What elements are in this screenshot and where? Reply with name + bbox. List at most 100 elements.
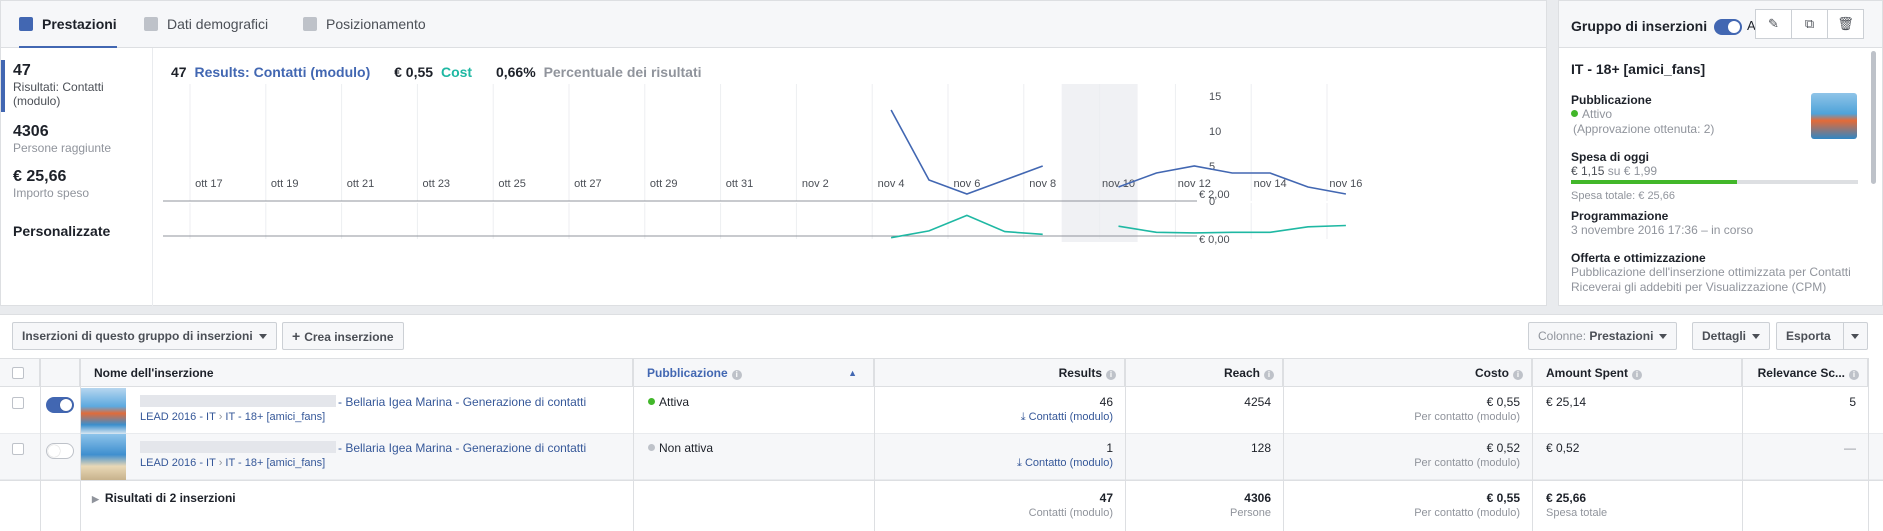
- totals-cost: € 0,55 Per contatto (modulo): [1283, 491, 1532, 519]
- adset-link[interactable]: IT - 18+ [amici_fans]: [225, 411, 326, 423]
- spend-progress-bar: [1571, 180, 1858, 184]
- header-relevance[interactable]: Relevance Sc... i: [1742, 358, 1868, 387]
- header-results[interactable]: Results i: [874, 358, 1125, 387]
- ad-toggle[interactable]: [46, 397, 74, 413]
- header-reach[interactable]: Reach i: [1125, 358, 1283, 387]
- totals-row: ▶ Risultati di 2 inserzioni 47 Contatti (m…: [0, 480, 1883, 531]
- reach-cell: 4254: [1244, 395, 1271, 409]
- column-divider: [1125, 358, 1126, 531]
- header-select-all[interactable]: [0, 358, 40, 387]
- row-checkbox[interactable]: [12, 397, 24, 409]
- metric-custom[interactable]: Personalizzate: [13, 223, 110, 239]
- ads-filter-dropdown[interactable]: Inserzioni di questo gruppo di inserzion…: [12, 322, 277, 350]
- totals-amount: € 25,66 Spesa totale: [1532, 491, 1619, 519]
- x-tick-label: nov 12: [1178, 178, 1211, 190]
- campaign-link[interactable]: LEAD 2016 - IT: [140, 411, 216, 423]
- tab-demographics[interactable]: Dati demografici: [144, 1, 268, 48]
- x-tick-label: ott 21: [347, 178, 375, 190]
- tab-bar: Prestazioni Dati demografici Posizioname…: [1, 1, 1546, 48]
- results-cell: 1 ⤓ Contatto (modulo): [874, 441, 1125, 470]
- totals-results-value: 47: [1099, 491, 1113, 505]
- header-publication[interactable]: Pubblicazione i ▲: [633, 358, 874, 387]
- metric-reach[interactable]: 4306 Persone raggiunte: [13, 123, 111, 155]
- status-cell: Attiva: [636, 395, 701, 409]
- adset-link[interactable]: IT - 18+ [amici_fans]: [225, 457, 326, 469]
- info-icon[interactable]: i: [1849, 370, 1859, 380]
- totals-label[interactable]: ▶ Risultati di 2 inserzioni: [80, 491, 248, 505]
- status-text: Attiva: [659, 395, 690, 409]
- legend-cost-label[interactable]: Cost: [440, 64, 473, 80]
- header-cost[interactable]: Costo i: [1283, 358, 1532, 387]
- cost-series-line: [1118, 224, 1346, 234]
- ad-name-link[interactable]: - Bellaria Igea Marina - Generazione di …: [338, 395, 587, 409]
- ad-name-cell: - Bellaria Igea Marina - Generazione di …: [128, 441, 598, 469]
- metric-spent[interactable]: € 25,66 Importo speso: [13, 168, 89, 200]
- x-tick-label: ott 31: [726, 178, 754, 190]
- campaign-link[interactable]: LEAD 2016 - IT: [140, 457, 216, 469]
- pencil-icon: ✎: [1768, 16, 1779, 31]
- spend-progress-fill: [1571, 180, 1737, 184]
- ad-name-link[interactable]: - Bellaria Igea Marina - Generazione di …: [338, 441, 587, 455]
- x-tick-label: nov 4: [878, 178, 905, 190]
- create-ad-label: Crea inserzione: [304, 330, 394, 344]
- status-text: Non attiva: [659, 441, 714, 455]
- cost-sub: Per contatto (modulo): [1414, 457, 1520, 469]
- legend-results-label[interactable]: Results: Contatti (modulo): [194, 64, 371, 80]
- table-row[interactable]: - Bellaria Igea Marina - Generazione di …: [0, 434, 1883, 480]
- totals-amount-value: € 25,66: [1546, 491, 1587, 505]
- tab-performance[interactable]: Prestazioni: [19, 1, 117, 48]
- x-tick-label: nov 2: [802, 178, 829, 190]
- delete-button[interactable]: 🗑: [1827, 9, 1864, 39]
- chevron-down-icon: [1659, 334, 1668, 339]
- amount-cell: € 25,14: [1546, 395, 1587, 409]
- results-sub[interactable]: ⤓ Contatto (modulo): [886, 457, 1113, 470]
- details-dropdown[interactable]: Dettagli: [1692, 322, 1771, 350]
- x-tick-label: ott 19: [271, 178, 299, 190]
- redacted-name: [140, 441, 336, 453]
- adset-toggle[interactable]: [1714, 19, 1742, 35]
- row-checkbox[interactable]: [12, 443, 24, 455]
- performance-panel: Prestazioni Dati demografici Posizioname…: [0, 0, 1547, 306]
- legend-pct-label[interactable]: Percentuale dei risultati: [543, 64, 702, 80]
- offer-line-2: Riceverai gli addebiti per Visualizzazio…: [1571, 280, 1827, 294]
- publication-status-text: Attivo: [1582, 107, 1613, 121]
- export-dropdown[interactable]: [1843, 322, 1868, 350]
- x-tick-label: ott 29: [650, 178, 678, 190]
- columns-dropdown[interactable]: Colonne: Prestazioni: [1528, 322, 1678, 350]
- info-icon[interactable]: i: [1106, 370, 1116, 380]
- info-icon[interactable]: i: [731, 370, 742, 380]
- cost-sub: Per contatto (modulo): [1414, 411, 1520, 423]
- info-icon[interactable]: i: [1264, 370, 1274, 380]
- header-results-label: Results: [1058, 366, 1102, 380]
- header-name[interactable]: Nome dell'inserzione: [80, 358, 633, 387]
- ad-toggle[interactable]: [46, 443, 74, 459]
- legend-cost-value: € 0,55: [394, 64, 434, 80]
- tab-placement[interactable]: Posizionamento: [303, 1, 426, 48]
- sort-ascending-icon: ▲: [848, 368, 857, 378]
- create-ad-button[interactable]: + Crea inserzione: [282, 322, 404, 350]
- chevron-right-icon: ›: [218, 411, 223, 423]
- edit-button[interactable]: ✎: [1755, 9, 1792, 39]
- table-row[interactable]: - Bellaria Igea Marina - Generazione di …: [0, 388, 1883, 434]
- info-icon[interactable]: i: [1632, 370, 1642, 380]
- header-name-label: Nome dell'inserzione: [94, 366, 214, 380]
- adset-panel-title: Gruppo di inserzioni: [1571, 18, 1708, 34]
- panel-scrollbar[interactable]: [1871, 51, 1876, 184]
- x-tick-label: ott 17: [195, 178, 223, 190]
- columns-prefix: Colonne:: [1538, 329, 1587, 343]
- publication-status: Attivo: [1571, 107, 1714, 122]
- ad-thumbnail: [80, 434, 126, 480]
- status-dot: [648, 398, 655, 405]
- select-all-checkbox[interactable]: [12, 367, 24, 379]
- export-button[interactable]: Esporta: [1776, 322, 1844, 350]
- columns-value: Prestazioni: [1589, 329, 1654, 343]
- results-sub[interactable]: ⤓ Contatti (modulo): [886, 411, 1113, 424]
- duplicate-button[interactable]: ⧉: [1791, 9, 1828, 39]
- x-tick-label: ott 25: [498, 178, 526, 190]
- header-amount-spent[interactable]: Amount Spent i: [1532, 358, 1742, 387]
- chevron-down-icon: [1752, 334, 1761, 339]
- relevance-cell: 5: [1849, 395, 1856, 409]
- info-icon[interactable]: i: [1513, 370, 1523, 380]
- metric-results[interactable]: 47 Risultati: Contatti (modulo): [13, 62, 113, 108]
- results-sub-text: Contatto (modulo): [1024, 457, 1113, 469]
